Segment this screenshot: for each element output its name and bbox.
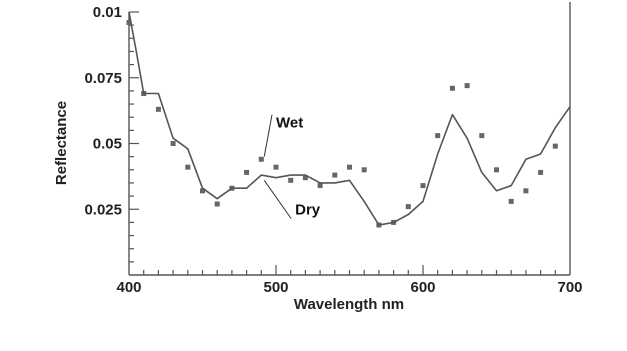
x-tick-label: 700 <box>557 279 582 296</box>
wet-data-point <box>552 143 558 149</box>
wet-data-point <box>464 83 470 89</box>
wet-data-point <box>200 188 205 194</box>
wet-data-point <box>347 164 352 170</box>
plot-area <box>129 12 570 275</box>
y-tick-label: 0.025 <box>84 201 122 218</box>
x-tick-label: 500 <box>263 279 288 296</box>
wet-data-point <box>302 175 308 181</box>
wet-data-point <box>508 198 514 204</box>
wet-data-point <box>317 183 323 189</box>
wet-data-point <box>420 183 426 189</box>
wet-data-point <box>185 164 191 170</box>
wet-data-point <box>523 188 529 194</box>
y-tick-label: 0.075 <box>84 70 122 87</box>
series-layer <box>126 11 571 228</box>
wet-data-point <box>494 167 499 173</box>
wet-data-point <box>435 133 441 139</box>
wet-data-point <box>214 201 220 207</box>
dry-series-line <box>128 11 571 226</box>
y-axis-title: Reflectance <box>53 101 70 185</box>
annotation-leader-line <box>263 114 273 157</box>
x-tick-label: 400 <box>116 279 141 296</box>
wet-data-point <box>405 204 411 210</box>
wet-data-point <box>538 169 544 175</box>
wet-data-point <box>244 169 250 175</box>
x-axis-title: Wavelength nm <box>294 296 404 313</box>
wet-data-point <box>361 167 367 173</box>
wet-data-point <box>155 106 161 112</box>
wet-data-point <box>449 85 455 91</box>
wet-data-point <box>332 172 338 178</box>
x-tick-label: 600 <box>410 279 435 296</box>
axes-layer: 0.025 0.05 0.075 0.01 400 500 600 700 <box>84 2 583 296</box>
y-tick-label: 0.05 <box>93 136 122 153</box>
annotation-layer: Wet Dry <box>263 114 321 219</box>
wet-data-point <box>288 177 294 183</box>
annotation-label: Wet <box>276 115 303 132</box>
annotation-leader-line <box>263 180 292 219</box>
wet-data-point <box>258 156 264 162</box>
wet-data-point <box>479 133 485 139</box>
y-tick-label: 0.01 <box>93 4 122 21</box>
wet-data-point <box>126 20 132 26</box>
wet-data-point <box>170 141 176 146</box>
annotation-label: Dry <box>295 202 321 219</box>
wet-data-point <box>273 164 279 170</box>
